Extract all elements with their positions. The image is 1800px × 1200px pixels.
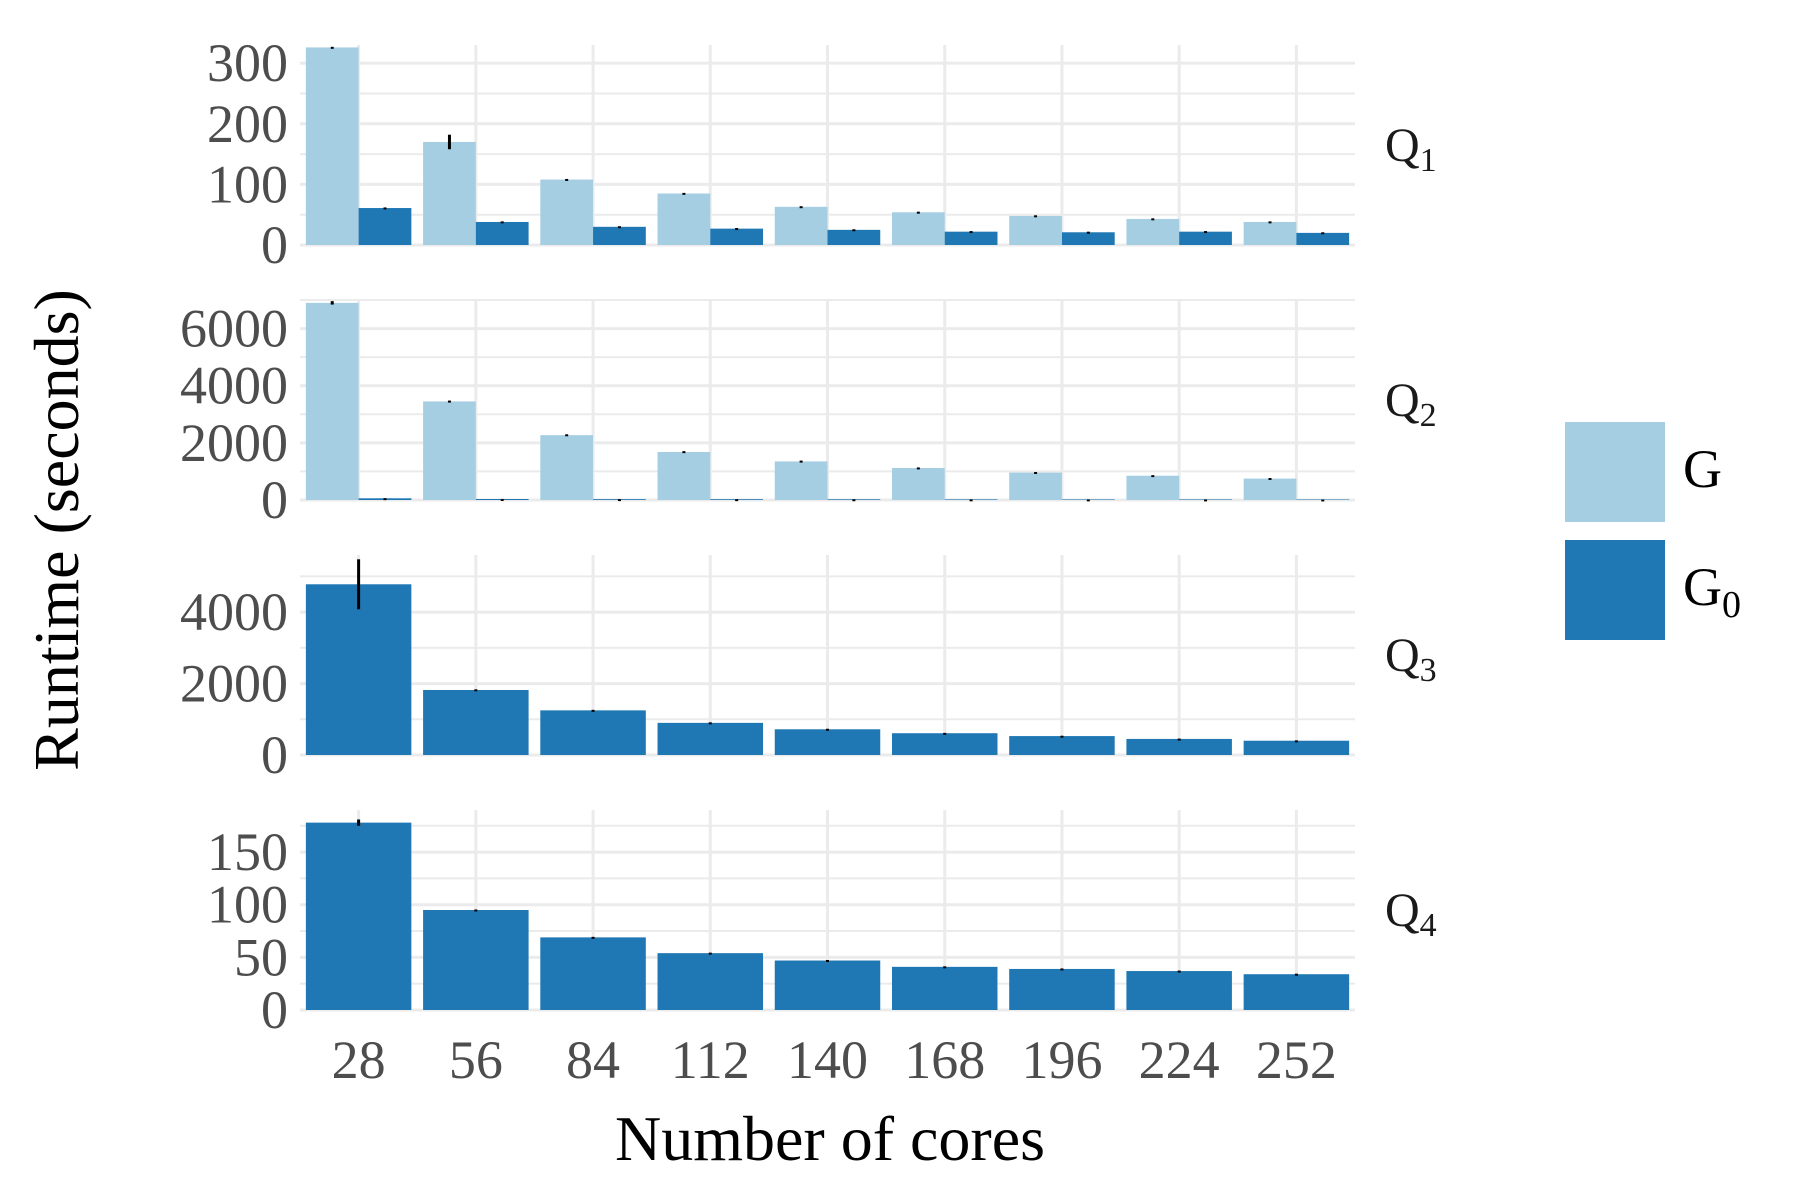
bar-G0-168: [944, 231, 998, 245]
bar-G0-112: [657, 722, 764, 755]
facet-label-main: Q: [1385, 119, 1420, 172]
bar-G-224: [1126, 218, 1180, 245]
bar-G-252: [1243, 478, 1297, 500]
facet-label-subscript: 4: [1420, 907, 1437, 944]
legend-label-main: G: [1683, 439, 1722, 499]
bar-G-84: [540, 179, 594, 245]
facet-label: Q4: [1385, 884, 1437, 944]
y-tick-label: 4000: [180, 582, 288, 642]
bar-G-56: [423, 401, 476, 500]
bar-G0-140: [774, 960, 881, 1010]
legend-key-G0: [1565, 540, 1665, 640]
panel-3: 0 2000 4000 Q3: [180, 555, 1437, 785]
y-tick-label: 4000: [180, 356, 288, 416]
bar-G0-28: [358, 208, 412, 245]
x-tick-label: 224: [1139, 1030, 1220, 1090]
x-tick-label: 112: [671, 1030, 750, 1090]
legend-label-subscript: 0: [1722, 584, 1741, 626]
facet-label: Q3: [1385, 629, 1437, 689]
x-tick-labels: 28 56 84 112 140 168 196 224 252: [332, 1030, 1337, 1090]
y-tick-label: 0: [261, 725, 288, 785]
bar-G-112: [657, 193, 711, 245]
bar-G0-28: [305, 584, 412, 755]
x-tick-label: 140: [787, 1030, 868, 1090]
legend-label-G0: G0: [1683, 557, 1741, 626]
bar-G-252: [1243, 221, 1297, 245]
y-axis-title: Runtime (seconds): [21, 289, 92, 771]
bar-G0-56: [423, 690, 529, 755]
y-tick-label: 100: [207, 154, 288, 214]
bar-G-224: [1126, 475, 1180, 500]
y-tick-label: 0: [261, 215, 288, 275]
bar-G-28: [305, 302, 359, 500]
x-tick-label: 84: [566, 1030, 620, 1090]
bar-G0-84: [540, 710, 646, 755]
bar-G0-112: [657, 953, 764, 1010]
y-tick-label: 300: [207, 33, 288, 93]
legend: GG0: [1565, 422, 1741, 640]
bar-G0-140: [774, 729, 881, 755]
facet-label-main: Q: [1385, 374, 1420, 427]
bar-G0-28: [305, 822, 412, 1010]
bar-G-28: [305, 47, 359, 246]
bar-G0-196: [1009, 968, 1115, 1010]
x-tick-label: 28: [332, 1030, 386, 1090]
facet-label: Q2: [1385, 374, 1437, 434]
bar-G-84: [540, 435, 594, 500]
y-tick-label: 100: [207, 875, 288, 935]
facet-label-subscript: 2: [1420, 397, 1437, 434]
bar-G0-168: [891, 733, 998, 755]
bar-G0-224: [1179, 231, 1232, 245]
bar-G0-224: [1126, 971, 1232, 1010]
bar-G0-196: [1061, 232, 1115, 245]
y-tick-label: 6000: [180, 299, 288, 359]
bar-G-196: [1009, 215, 1062, 245]
facet-label-subscript: 3: [1420, 652, 1437, 689]
bar-G0-140: [827, 229, 881, 245]
y-tick-label: 0: [261, 980, 288, 1040]
y-tick-label: 2000: [180, 654, 288, 714]
facet-label-main: Q: [1385, 884, 1420, 937]
legend-label-main: G: [1683, 557, 1722, 617]
bar-G-196: [1009, 472, 1062, 500]
bar-G0-168: [891, 966, 998, 1010]
bar-G-140: [774, 206, 828, 245]
bar-G0-84: [540, 937, 646, 1010]
bar-G0-252: [1296, 232, 1350, 245]
bar-G0-196: [1009, 736, 1115, 755]
y-tick-label: 2000: [180, 413, 288, 473]
bar-G-56: [423, 141, 476, 245]
x-tick-label: 196: [1021, 1030, 1102, 1090]
legend-label-G: G: [1683, 439, 1722, 499]
facet-label: Q1: [1385, 119, 1437, 179]
bar-G0-84: [593, 226, 646, 245]
x-axis-title: Number of cores: [615, 1103, 1045, 1174]
facet-label-main: Q: [1385, 629, 1420, 682]
x-tick-label: 252: [1256, 1030, 1337, 1090]
y-tick-label: 0: [261, 470, 288, 530]
x-tick-label: 168: [904, 1030, 985, 1090]
legend-key-G: [1565, 422, 1665, 522]
x-tick-label: 56: [449, 1030, 503, 1090]
bar-G-168: [891, 212, 945, 245]
y-tick-label: 50: [234, 927, 288, 987]
bar-G-168: [891, 468, 945, 500]
bar-G-112: [657, 452, 711, 500]
bar-G0-224: [1126, 738, 1232, 755]
y-tick-label: 200: [207, 94, 288, 154]
bar-G-140: [774, 461, 828, 500]
bar-G0-56: [475, 221, 529, 245]
facet-label-subscript: 1: [1420, 142, 1437, 179]
bar-G0-252: [1243, 974, 1350, 1010]
bar-G0-112: [710, 228, 764, 245]
bar-G0-56: [423, 910, 529, 1010]
bar-G0-252: [1243, 740, 1350, 755]
y-tick-label: 150: [207, 822, 288, 882]
panels: 0100200300Q10200040006000Q2020004000Q305…: [180, 33, 1437, 1040]
